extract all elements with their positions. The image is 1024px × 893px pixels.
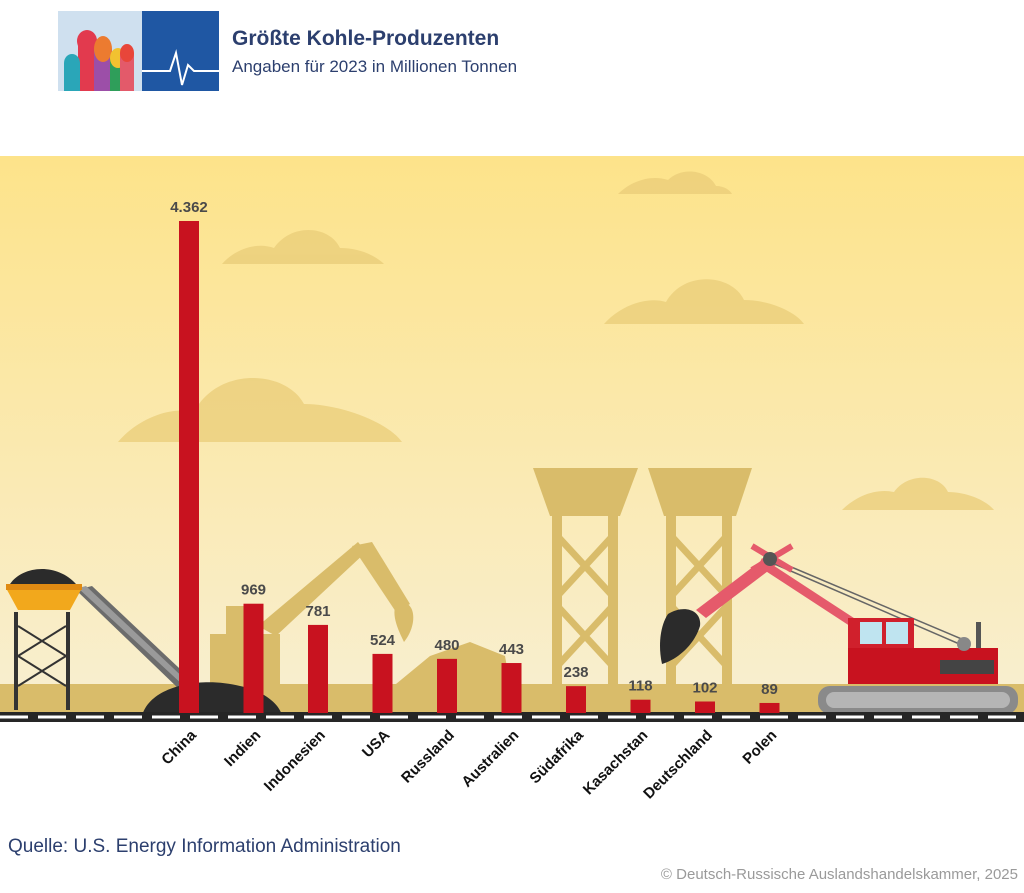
bar-deutschland bbox=[695, 701, 715, 713]
category-label: Deutschland bbox=[640, 727, 716, 803]
value-labels-group: 4.362 969 781 524 480 443 238 118 102 89 bbox=[170, 199, 778, 698]
page-title: Größte Kohle-Produzenten bbox=[232, 27, 500, 50]
bar-australien bbox=[501, 663, 522, 713]
value-label: 969 bbox=[241, 582, 266, 599]
bar-usa bbox=[372, 653, 393, 713]
value-label: 118 bbox=[628, 678, 652, 695]
category-label: Indien bbox=[221, 727, 264, 770]
category-label: Russland bbox=[398, 727, 458, 787]
copyright-note: © Deutsch-Russische Auslandshandelskamme… bbox=[660, 866, 1018, 883]
value-label: 102 bbox=[692, 679, 717, 696]
category-label: Kasachstan bbox=[580, 727, 652, 799]
category-label: Südafrika bbox=[526, 726, 587, 787]
ground-rail bbox=[0, 712, 1024, 722]
value-label: 443 bbox=[499, 641, 524, 658]
value-label: 238 bbox=[563, 664, 588, 681]
category-label: Indonesien bbox=[261, 727, 329, 795]
value-label: 480 bbox=[434, 637, 459, 654]
bar-polen bbox=[759, 702, 780, 713]
category-label: USA bbox=[359, 727, 394, 762]
bar-kasachstan bbox=[630, 699, 651, 713]
value-label: 781 bbox=[305, 603, 330, 620]
bar-südafrika bbox=[566, 686, 586, 713]
category-label: Polen bbox=[739, 727, 780, 768]
bar-chart: 4.362 969 781 524 480 443 238 118 102 89 China Ind… bbox=[0, 156, 1024, 802]
category-label: Australien bbox=[458, 727, 522, 791]
bar-russland bbox=[437, 658, 457, 713]
page-subtitle: Angaben für 2023 in Millionen Tonnen bbox=[232, 57, 518, 76]
bar-indien bbox=[243, 603, 264, 713]
logo-icon bbox=[58, 11, 219, 91]
value-label: 89 bbox=[761, 681, 778, 698]
header: Größte Kohle-Produzenten Angaben für 202… bbox=[0, 0, 1024, 156]
category-label: China bbox=[158, 726, 200, 768]
bar-china bbox=[179, 221, 199, 713]
value-label: 524 bbox=[370, 632, 396, 649]
value-label: 4.362 bbox=[170, 199, 208, 216]
excavator-illustration bbox=[660, 543, 1018, 714]
bars-group bbox=[179, 221, 780, 713]
source-note: Quelle: U.S. Energy Information Administ… bbox=[8, 836, 401, 857]
bar-indonesien bbox=[308, 624, 328, 713]
